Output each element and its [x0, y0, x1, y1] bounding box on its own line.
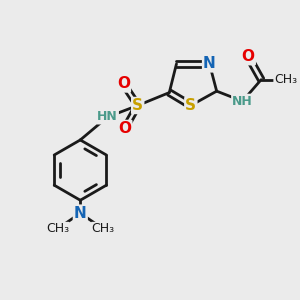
Text: O: O: [118, 121, 131, 136]
Text: O: O: [242, 49, 255, 64]
Text: S: S: [132, 98, 143, 113]
Text: CH₃: CH₃: [92, 223, 115, 236]
Text: N: N: [203, 56, 216, 71]
Text: O: O: [117, 76, 130, 92]
Text: CH₃: CH₃: [274, 73, 297, 86]
Text: NH: NH: [232, 95, 253, 108]
Text: S: S: [185, 98, 196, 113]
Text: N: N: [74, 206, 87, 221]
Text: HN: HN: [97, 110, 118, 124]
Text: CH₃: CH₃: [46, 223, 69, 236]
